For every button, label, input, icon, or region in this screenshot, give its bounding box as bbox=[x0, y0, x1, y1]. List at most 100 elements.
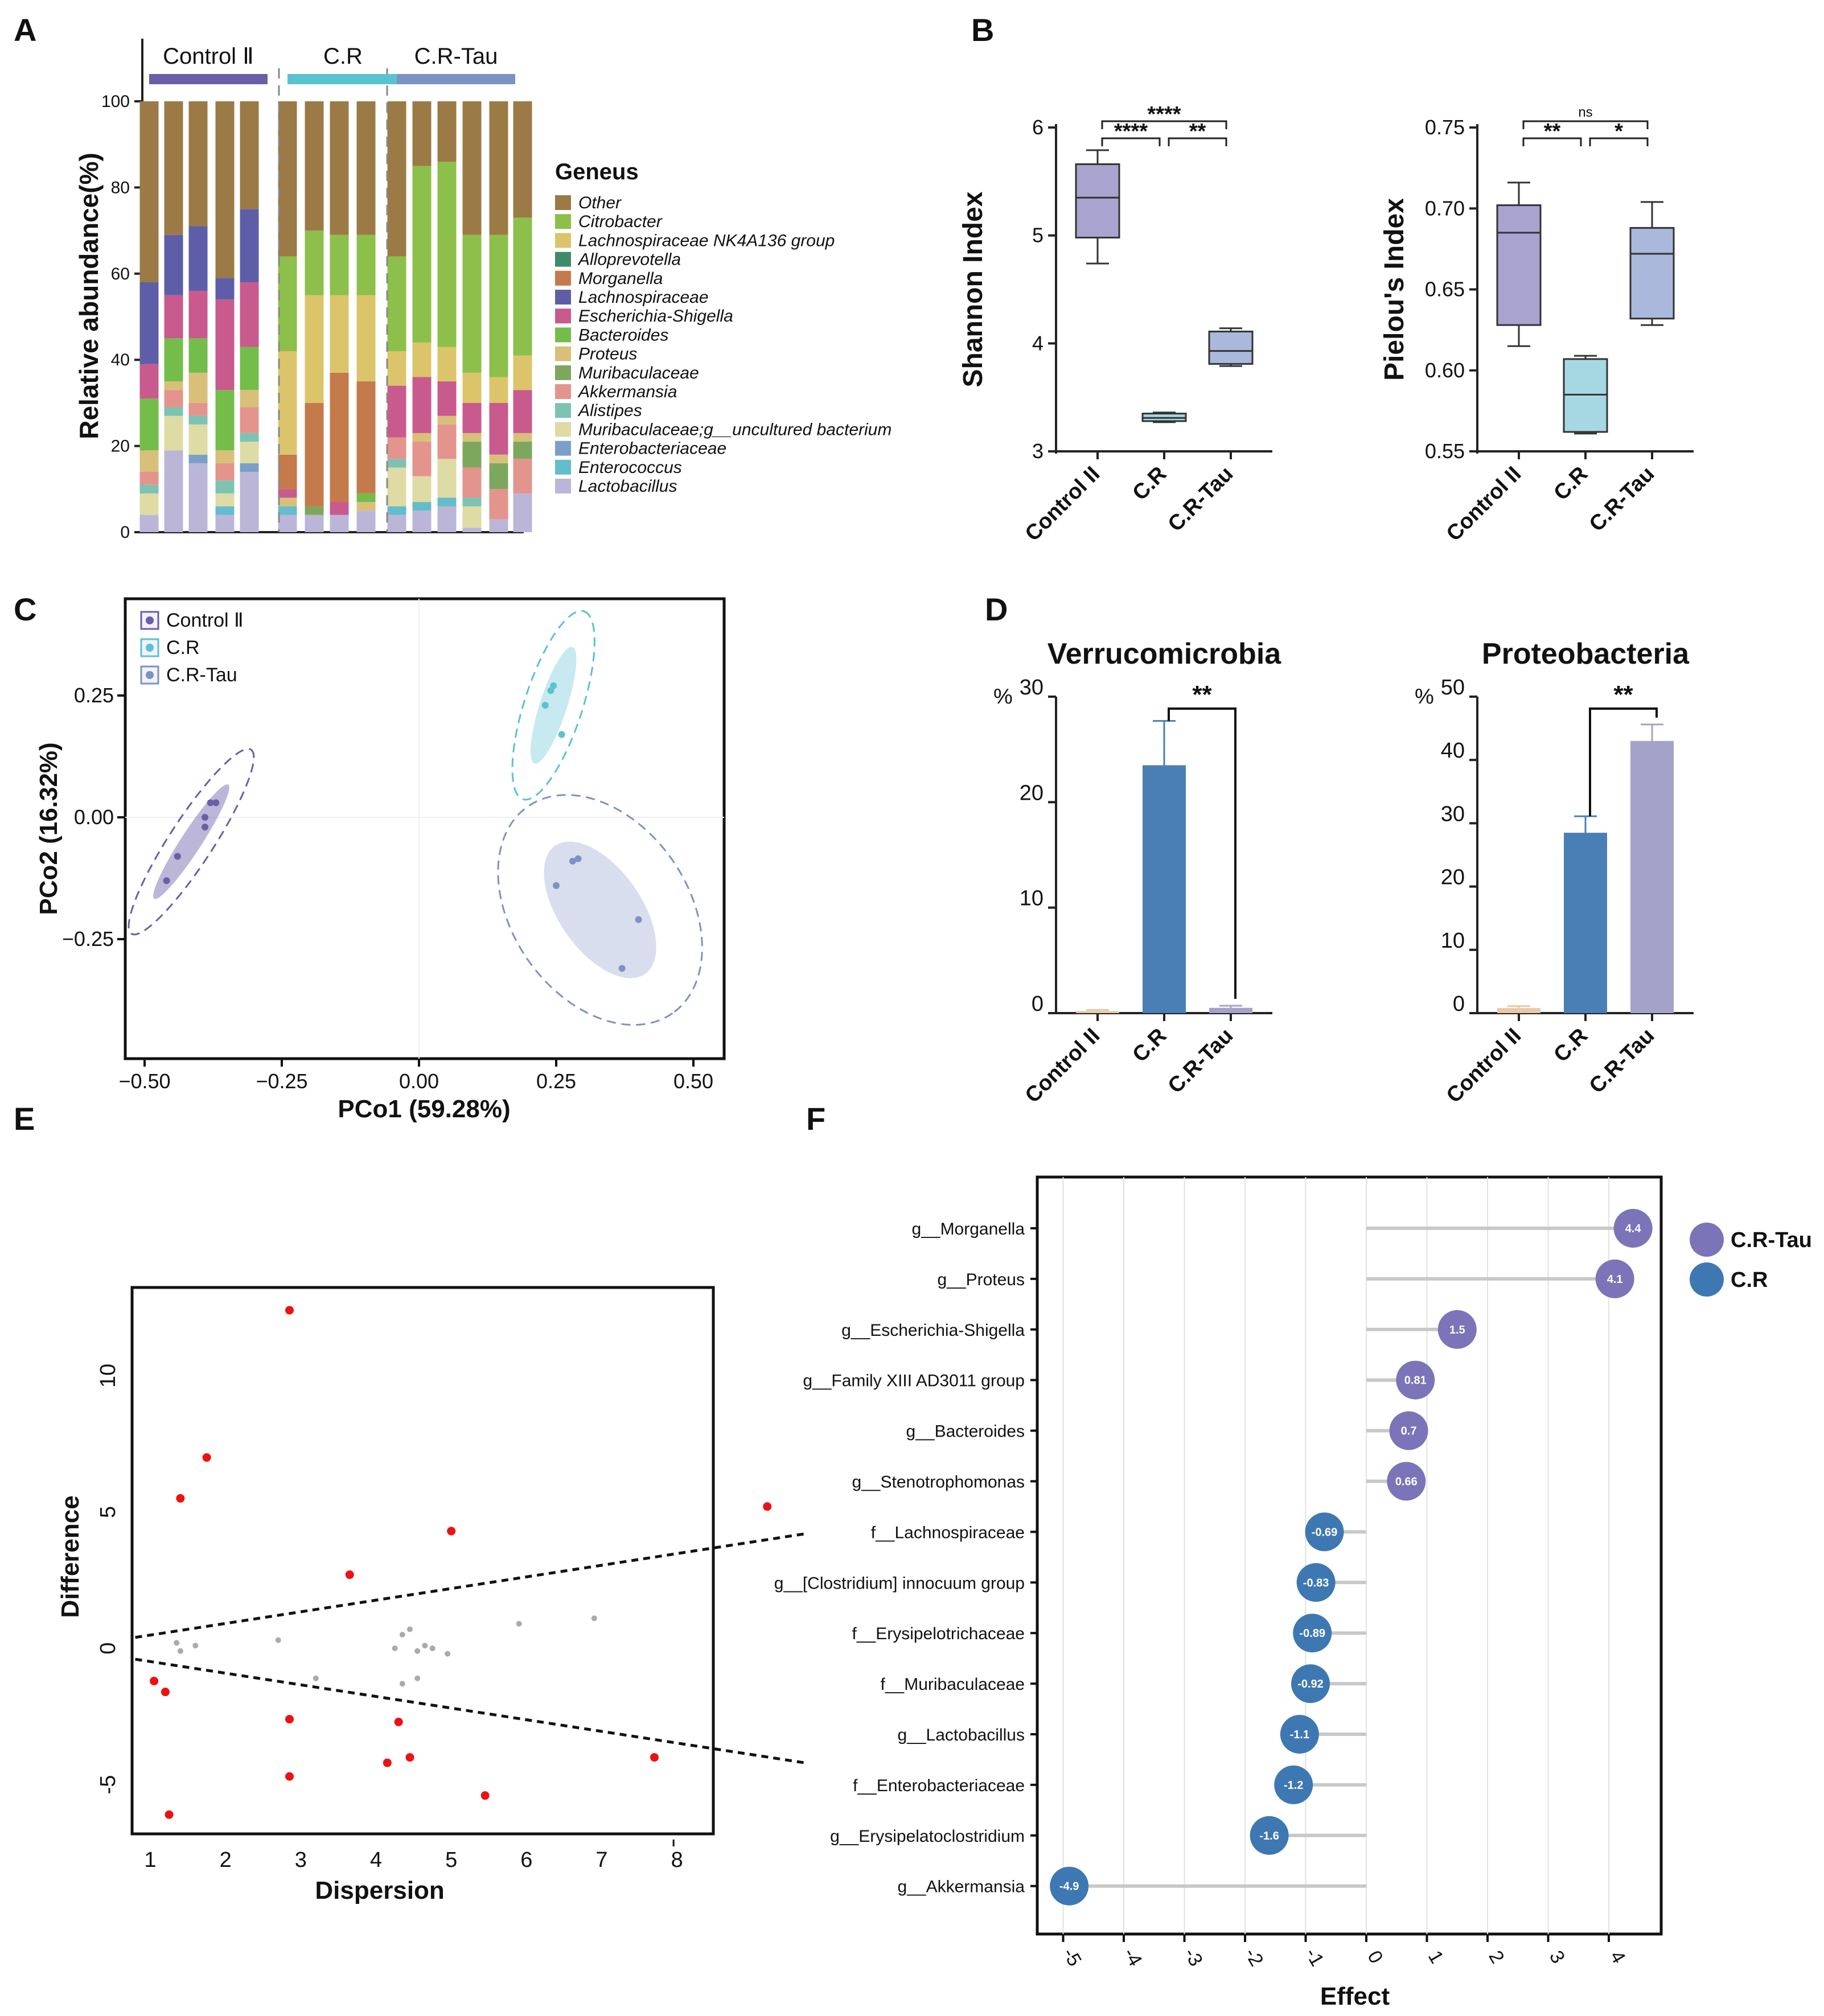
stack-segment bbox=[305, 515, 324, 532]
y-tick-label: 20 bbox=[1020, 781, 1044, 805]
stack-segment bbox=[489, 377, 508, 403]
x-tick-label: 0.25 bbox=[536, 1069, 576, 1093]
x-tick-label: 0.00 bbox=[399, 1069, 439, 1093]
stack-segment bbox=[305, 506, 324, 515]
nonsignificant-point bbox=[422, 1643, 428, 1649]
pcoa-point-cr bbox=[541, 702, 549, 709]
significance-bracket bbox=[1101, 137, 1161, 146]
y-tick-label: g__Family XIII AD3011 group bbox=[803, 1372, 1025, 1390]
stack-segment bbox=[240, 390, 259, 408]
x-tick-label: Control II bbox=[1021, 462, 1105, 546]
stack-segment bbox=[356, 234, 376, 295]
y-unit-label: % bbox=[1415, 685, 1434, 709]
stack-segment bbox=[278, 489, 297, 498]
stack-segment bbox=[387, 467, 406, 507]
stack-segment bbox=[139, 282, 159, 364]
stack-segment bbox=[278, 497, 297, 507]
significant-point bbox=[650, 1753, 659, 1762]
legend-label: Control Ⅱ bbox=[166, 610, 244, 631]
stack-segment bbox=[462, 442, 482, 468]
pcoa-point-control bbox=[207, 799, 214, 807]
significant-point bbox=[394, 1717, 403, 1726]
stack-segment bbox=[278, 256, 297, 352]
y-tick-label: g__Escherichia-Shigella bbox=[841, 1321, 1025, 1340]
ellipse-outline-cr bbox=[511, 610, 595, 801]
boundary-line bbox=[135, 1532, 806, 1639]
stack-segment bbox=[188, 424, 208, 455]
significance-bracket bbox=[1522, 137, 1582, 146]
pcoa-point-cr bbox=[550, 682, 557, 689]
significance-bracket bbox=[1522, 120, 1649, 129]
lollipop-dot bbox=[1387, 1462, 1426, 1501]
stack-segment bbox=[305, 231, 324, 295]
effect-value: -0.83 bbox=[1303, 1577, 1329, 1589]
x-tick-label: Control II bbox=[1442, 462, 1526, 546]
stack-segment bbox=[139, 515, 159, 532]
stack-segment bbox=[412, 101, 432, 166]
legend-swatch bbox=[555, 327, 571, 343]
nonsignificant-point bbox=[192, 1643, 199, 1649]
significant-point bbox=[285, 1772, 294, 1781]
y-tick-label: 0.75 bbox=[1425, 116, 1465, 139]
stack-segment bbox=[215, 278, 235, 300]
ellipse-fill-control bbox=[153, 784, 229, 899]
stack-segment bbox=[305, 101, 324, 231]
x-tick-label: −0.50 bbox=[118, 1069, 170, 1093]
stack-segment bbox=[356, 511, 376, 532]
bar-crtau bbox=[1630, 740, 1674, 1013]
legend-dot bbox=[1690, 1223, 1724, 1257]
stack-segment bbox=[188, 402, 208, 416]
legend-label: Citrobacter bbox=[578, 212, 663, 231]
stack-segment bbox=[188, 226, 208, 291]
legend-label: C.R-Tau bbox=[166, 664, 237, 686]
stack-segment bbox=[330, 372, 349, 503]
pcoa-point-cr bbox=[558, 731, 565, 738]
stack-segment bbox=[489, 463, 508, 489]
stack-segment bbox=[278, 506, 297, 515]
significance-label: ** bbox=[1544, 120, 1561, 143]
lollipop-dot bbox=[1291, 1664, 1330, 1704]
y-tick-label: 20 bbox=[111, 437, 130, 456]
stack-segment bbox=[215, 299, 235, 390]
stack-segment bbox=[240, 347, 259, 390]
stack-segment bbox=[164, 415, 183, 451]
nonsignificant-point bbox=[174, 1640, 180, 1646]
significant-point bbox=[285, 1306, 294, 1315]
stack-segment bbox=[330, 101, 349, 235]
box-crtau bbox=[1208, 330, 1254, 365]
bar-crtau bbox=[1209, 1007, 1252, 1013]
stack-segment bbox=[437, 506, 457, 532]
pcoa-point-control bbox=[202, 824, 209, 831]
nonsignificant-point bbox=[392, 1645, 398, 1651]
legend-dot bbox=[146, 644, 154, 652]
x-tick-label: C.R-Tau bbox=[1585, 1024, 1659, 1098]
y-tick-label: 40 bbox=[1441, 739, 1465, 763]
y-tick-label: 0.25 bbox=[74, 684, 114, 707]
stack-segment bbox=[462, 506, 482, 528]
stack-segment bbox=[387, 506, 406, 515]
significant-point bbox=[447, 1527, 456, 1536]
legend-label: Morganella bbox=[578, 269, 663, 288]
legend-title: Geneus bbox=[555, 159, 639, 184]
ellipse-fill-crtau bbox=[544, 841, 656, 978]
legend-label: C.R bbox=[1731, 1268, 1768, 1292]
legend-swatch bbox=[555, 308, 571, 324]
y-tick-label: 20 bbox=[1441, 866, 1465, 890]
nonsignificant-point bbox=[414, 1675, 421, 1681]
y-tick-label: 10 bbox=[1441, 929, 1465, 953]
lollipop-dot bbox=[1280, 1715, 1319, 1754]
box-control bbox=[1496, 204, 1542, 326]
stack-segment bbox=[489, 234, 508, 377]
panel-f: -5 -4 -3 -2 -1 0 1 2 3 4 Effect 4.4 g__Morganella 4.1… bbox=[774, 1175, 1812, 2010]
legend-swatch bbox=[555, 384, 571, 399]
significance-label: ** bbox=[1613, 681, 1633, 709]
panel-letter: D bbox=[985, 591, 1008, 627]
legend-label: Proteus bbox=[578, 345, 637, 364]
box-crtau bbox=[1629, 227, 1675, 320]
stack-segment bbox=[437, 347, 457, 382]
stack-segment bbox=[387, 256, 406, 352]
significance-label: ** bbox=[1192, 681, 1212, 709]
stack-segment bbox=[513, 101, 532, 218]
x-tick-label: -5 bbox=[1058, 1944, 1086, 1970]
